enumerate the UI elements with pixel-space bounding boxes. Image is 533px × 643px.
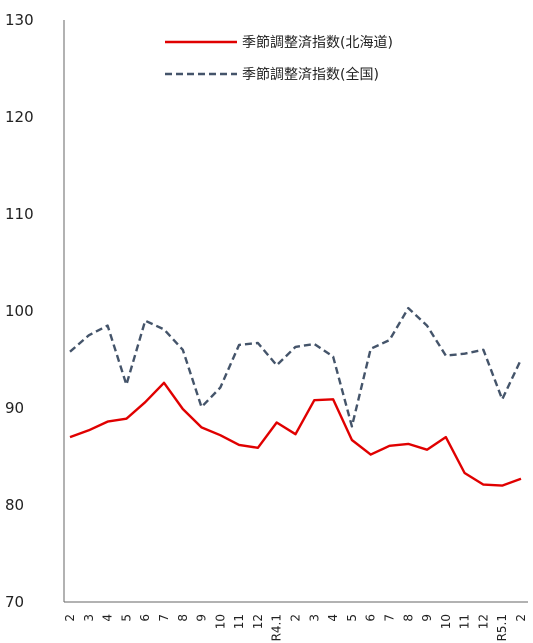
series-lines — [69, 306, 523, 487]
x-tick-label: 2 — [514, 614, 528, 622]
x-tick-label: 5 — [119, 614, 133, 622]
legend-label-1: 季節調整済指数(北海道) — [242, 34, 393, 51]
x-tick-label: 12 — [251, 614, 265, 629]
x-tick-label: 3 — [82, 614, 96, 622]
x-tick-label: 5 — [345, 614, 359, 622]
legend: 季節調整済指数(北海道) 季節調整済指数(全国) — [165, 34, 393, 83]
x-tick-label: 9 — [195, 614, 209, 622]
y-tick-label: 130 — [5, 11, 34, 29]
x-tick-label: 4 — [101, 614, 115, 622]
x-tick-label: 2 — [289, 614, 303, 622]
x-tick-label: 8 — [176, 614, 190, 622]
y-tick-label: 90 — [5, 399, 24, 417]
x-axis-ticks: 2 3 4 5 6 7 8 9 10 11 12 R4.1 2 3 4 5 6 7 8 9 10 11 12 R5.1 2 — [63, 614, 528, 641]
y-tick-label: 110 — [5, 205, 34, 223]
x-tick-label: 8 — [401, 614, 415, 622]
x-tick-label: R5.1 — [495, 614, 509, 641]
x-tick-label: 4 — [326, 614, 340, 622]
series-line-1 — [69, 381, 522, 487]
y-tick-label: 80 — [5, 496, 24, 514]
x-tick-label: 10 — [439, 614, 453, 629]
y-tick-label: 100 — [5, 302, 34, 320]
axes — [63, 20, 528, 603]
x-tick-label: 6 — [138, 614, 152, 622]
x-tick-label: 7 — [157, 614, 171, 622]
y-tick-label: 70 — [5, 593, 24, 611]
x-tick-label: 12 — [476, 614, 490, 629]
x-tick-label: 11 — [458, 614, 472, 629]
x-tick-label: R4.1 — [270, 614, 284, 641]
y-tick-label: 120 — [5, 108, 34, 126]
x-tick-label: 7 — [382, 614, 396, 622]
x-tick-label: 3 — [307, 614, 321, 622]
x-tick-label: 6 — [364, 614, 378, 622]
x-tick-label: 2 — [63, 614, 77, 622]
y-axis-ticks: 70 80 90 100 110 120 130 — [5, 11, 34, 611]
x-tick-label: 9 — [420, 614, 434, 622]
x-tick-label: 11 — [232, 614, 246, 629]
legend-label-2: 季節調整済指数(全国) — [242, 66, 379, 83]
x-tick-label: 10 — [213, 614, 227, 629]
series-line-2 — [69, 306, 523, 428]
